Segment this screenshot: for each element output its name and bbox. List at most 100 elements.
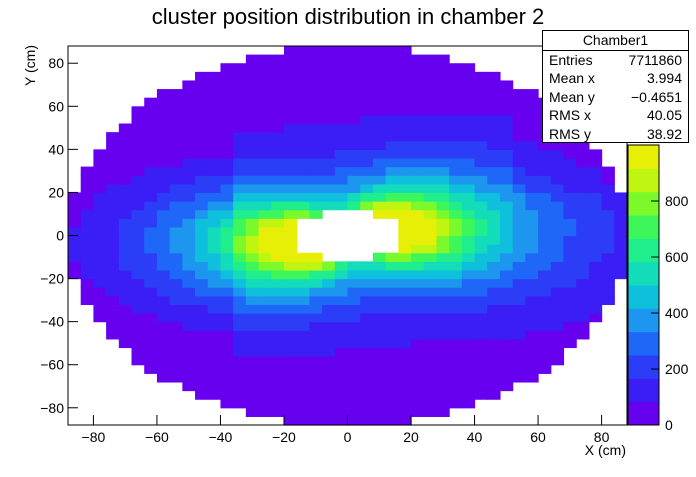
heatmap-cell [296,123,310,133]
heatmap-cell [245,244,260,254]
heatmap-cell [372,123,387,133]
heatmap-cell [588,261,603,271]
heatmap-cell [550,261,565,271]
heatmap-cell [334,313,349,323]
heatmap-cell [169,356,183,366]
color-scale-swatch [628,355,659,379]
heatmap-cell [258,347,272,357]
z-tick-label: 800 [665,193,689,209]
heatmap-cell [423,97,438,107]
heatmap-cell [233,364,247,374]
heatmap-cell [550,338,565,349]
heatmap-cell [487,321,501,331]
heatmap-cell [283,269,298,280]
heatmap-cell [347,54,361,64]
heatmap-cell [156,313,171,323]
heatmap-cell [207,226,222,237]
heatmap-cell [436,347,450,357]
heatmap-cell [195,166,209,176]
heatmap-cell [436,175,450,185]
heatmap-cell [411,218,425,228]
heatmap-cell [423,132,438,142]
heatmap-cell [271,373,285,383]
heatmap-cell [258,183,272,194]
heatmap-cell [474,218,488,228]
heatmap-cell [322,287,336,297]
heatmap-cell [245,114,260,125]
heatmap-cell [283,140,298,150]
z-tick-label: 400 [665,305,689,321]
heatmap-cell [601,192,615,202]
heatmap-cell [271,347,285,357]
heatmap-cell [334,149,349,159]
heatmap-cell [156,209,171,219]
heatmap-cell [487,269,501,280]
heatmap-cell [423,244,438,254]
heatmap-cell [106,269,120,280]
heatmap-cell [195,157,209,168]
heatmap-cell [411,269,425,280]
stats-title: Chamber1 [543,31,688,51]
heatmap-cell [283,192,298,202]
heatmap-cell [271,54,285,64]
heatmap-cell [322,149,336,159]
heatmap-cell [360,149,374,159]
heatmap-cell [398,209,412,219]
heatmap-cell [245,123,260,133]
heatmap-cell [220,192,234,202]
heatmap-cell [334,295,349,306]
heatmap-cell [106,252,120,262]
heatmap-cell [563,209,577,219]
chart-title: cluster position distribution in chamber… [152,4,545,29]
heatmap-cell [487,157,501,168]
heatmap-cell [309,114,323,125]
heatmap-cell [474,192,488,202]
heatmap-cell [283,63,298,73]
heatmap-cell [461,89,476,99]
heatmap-cell [385,183,399,194]
heatmap-cell [322,71,336,82]
y-tick-label: 80 [48,55,64,71]
heatmap-cell [563,278,577,288]
heatmap-cell [118,269,133,280]
heatmap-cell [220,364,234,374]
heatmap-cell [360,304,374,314]
heatmap-cell [283,106,298,116]
heatmap-cell [601,278,615,288]
heatmap-cell [245,330,260,340]
heatmap-cell [538,278,552,288]
heatmap-cell [525,183,539,194]
heatmap-cell [474,381,488,392]
heatmap-cell [271,330,285,340]
heatmap-cell [474,106,488,116]
heatmap-cell [474,295,488,306]
heatmap-cell [614,192,628,202]
heatmap-cell [347,71,361,82]
heatmap-cell [169,269,183,280]
heatmap-cell [106,140,120,150]
heatmap-cell [182,218,196,228]
heatmap-cell [576,201,590,211]
heatmap-cell [398,201,412,211]
heatmap-cell [93,201,107,211]
heatmap-cell [283,390,298,400]
heatmap-cell [156,140,171,150]
heatmap-cell [283,166,298,176]
heatmap-cell [207,252,222,262]
heatmap-cell [385,407,399,417]
heatmap-cell [271,132,285,142]
heatmap-cell [487,218,501,228]
heatmap-cell [334,330,349,340]
heatmap-cell [169,201,183,211]
heatmap-cell [106,157,120,168]
heatmap-cell [169,313,183,323]
heatmap-cell [322,399,336,409]
heatmap-cell [156,269,171,280]
heatmap-cell [68,209,82,219]
heatmap-cell [80,175,94,185]
heatmap-cell [296,114,310,125]
heatmap-cell [182,123,196,133]
heatmap-cell [347,149,361,159]
heatmap-cell [258,287,272,297]
